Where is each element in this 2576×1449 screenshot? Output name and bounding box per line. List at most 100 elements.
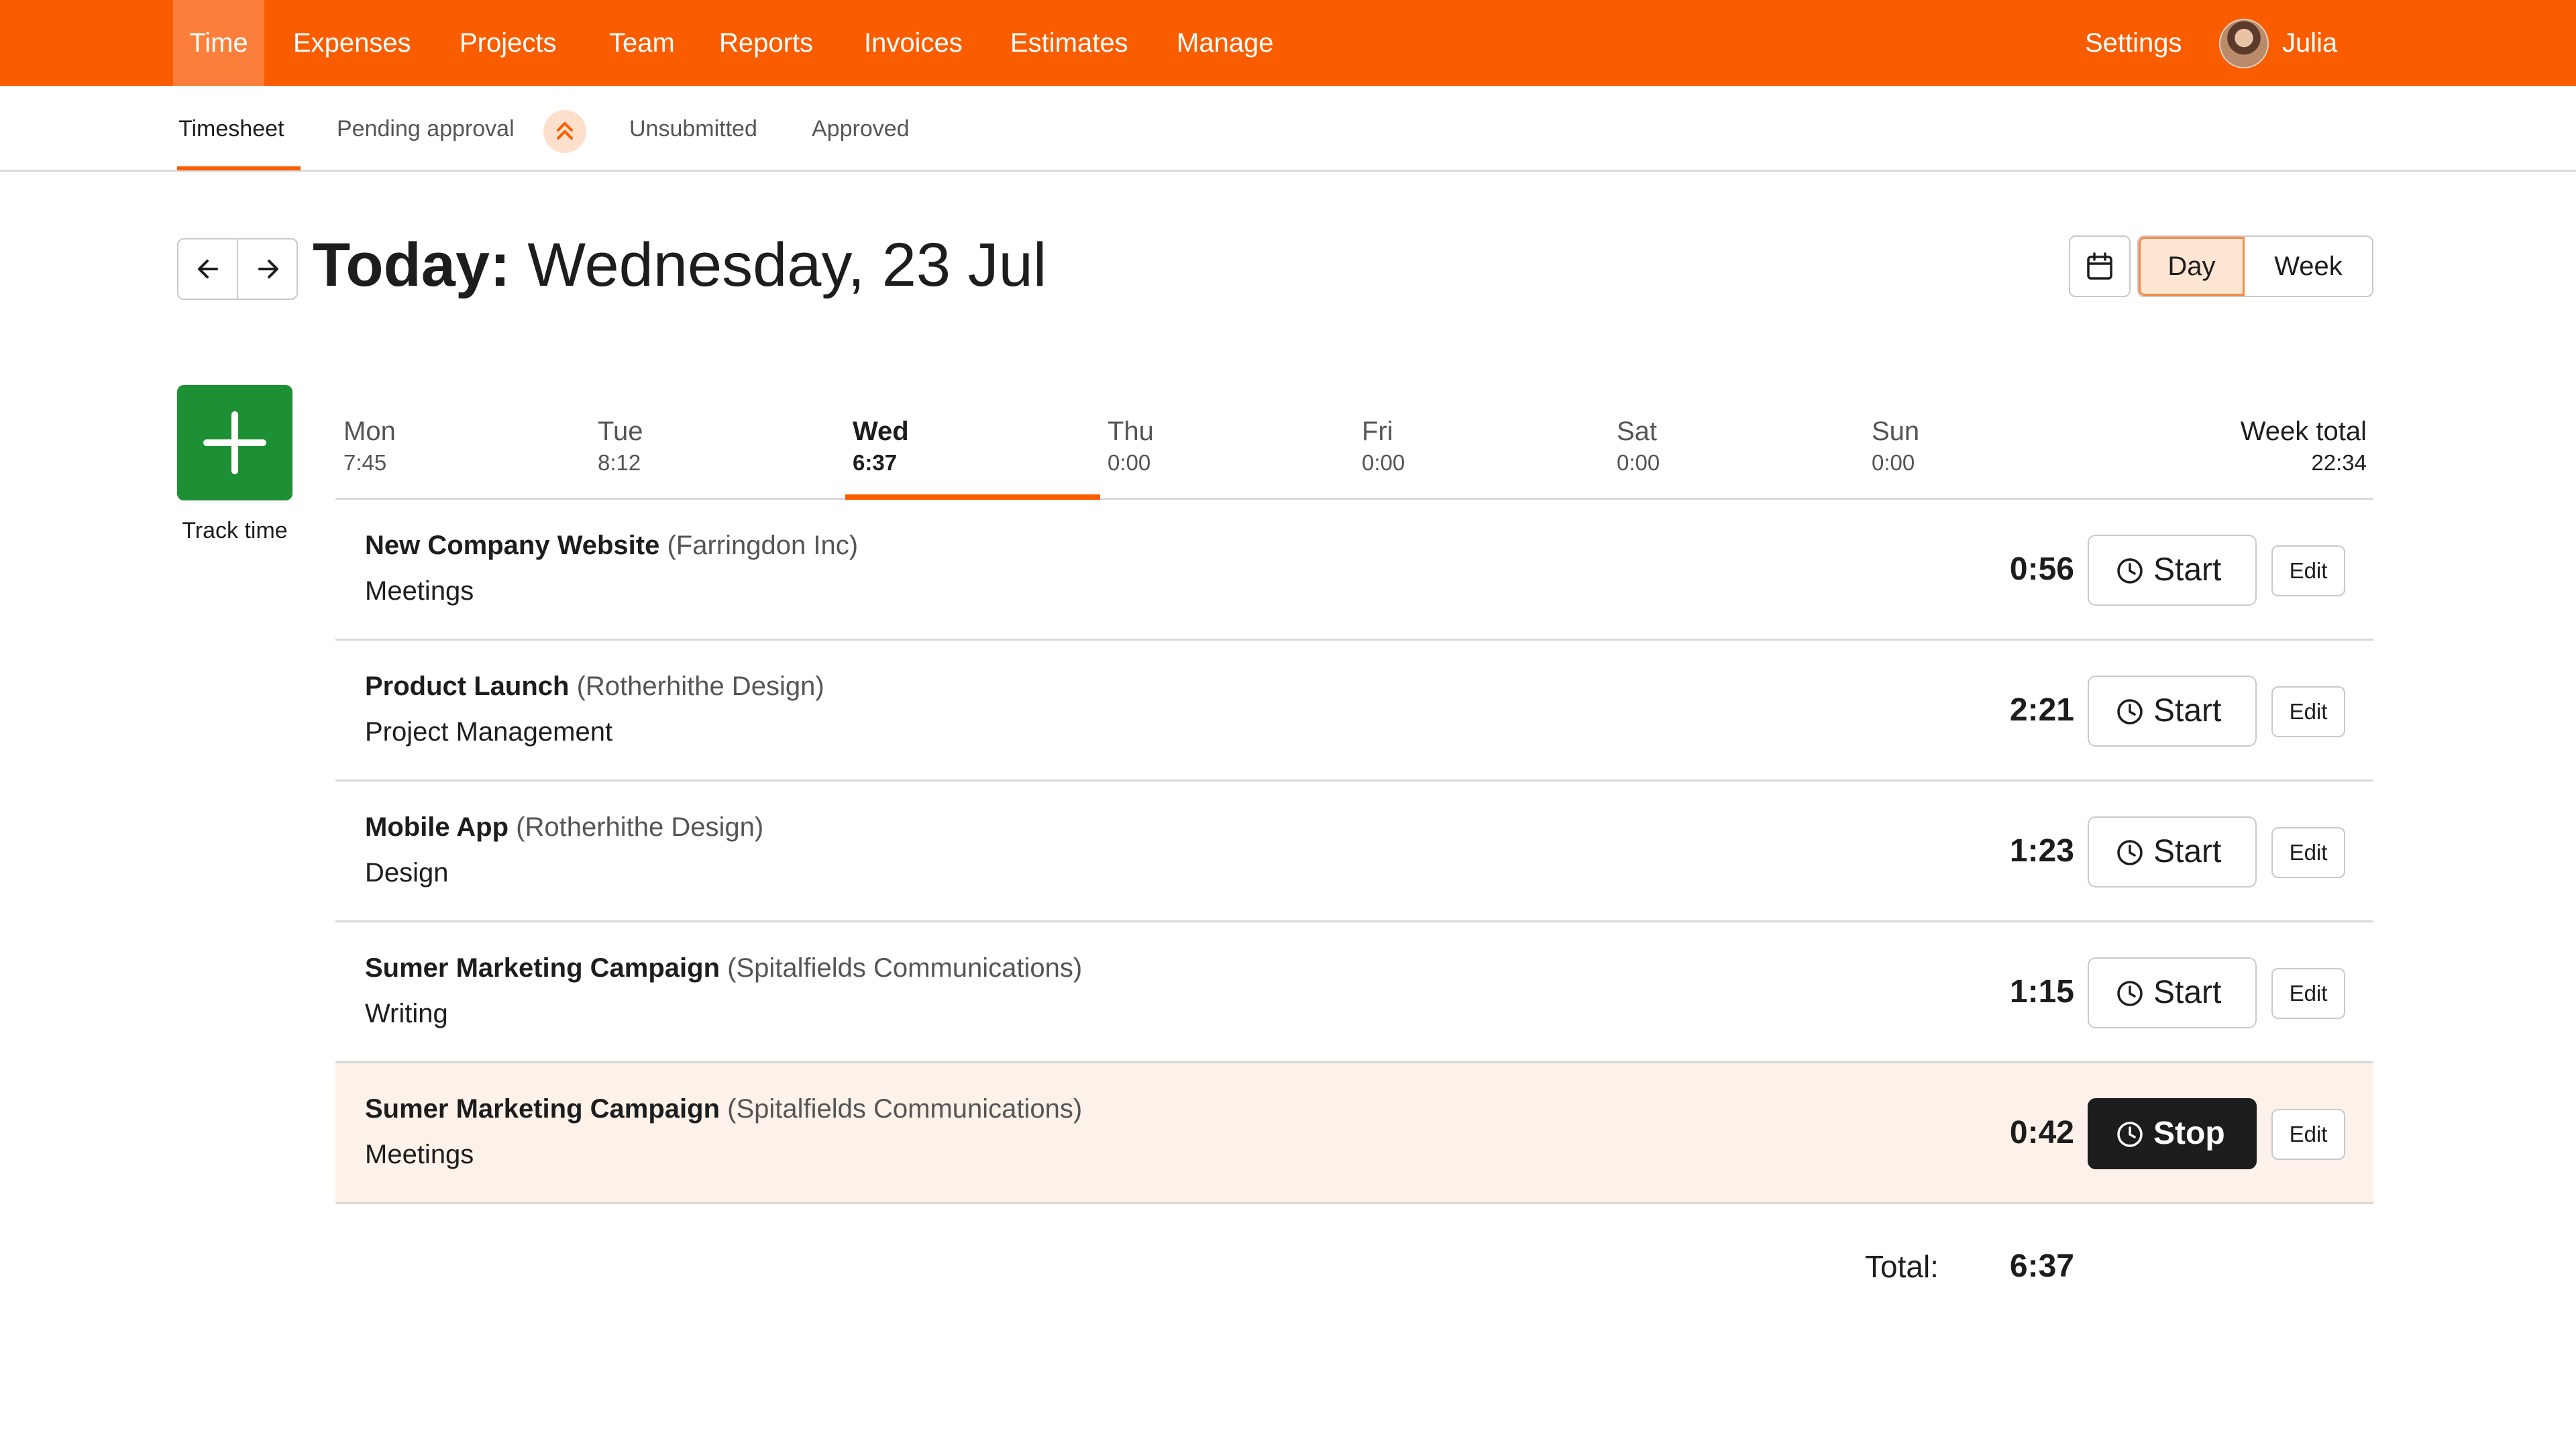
start-timer-label: Start: [2153, 834, 2222, 869]
nav-manage[interactable]: Manage: [1177, 28, 1274, 58]
edit-entry-button[interactable]: Edit: [2271, 968, 2345, 1019]
edit-entry-button[interactable]: Edit: [2271, 1109, 2345, 1160]
page-title-date: Wednesday, 23 Jul: [527, 231, 1047, 299]
entry-title: Product Launch (Rotherhithe Design): [365, 670, 824, 702]
next-day-button[interactable]: [238, 239, 298, 299]
active-tab-indicator: [177, 166, 301, 170]
entry-task: Meetings: [365, 576, 474, 606]
entry-duration: 0:42: [2009, 1115, 2074, 1150]
day-name: Tue: [598, 417, 643, 446]
nav-time[interactable]: Time: [173, 0, 264, 86]
tab-timesheet[interactable]: Timesheet: [178, 116, 284, 142]
start-timer-button[interactable]: Start: [2088, 535, 2257, 606]
top-navigation: Time Expenses Projects Team Reports Invo…: [0, 0, 2576, 86]
day-mon[interactable]: Mon 7:45: [343, 416, 396, 479]
entry-client: (Rotherhithe Design): [576, 672, 824, 701]
entry-title: New Company Website (Farringdon Inc): [365, 529, 858, 561]
entry-title: Sumer Marketing Campaign (Spitalfields C…: [365, 952, 1082, 984]
user-name[interactable]: Julia: [2282, 28, 2338, 58]
view-toggle: Day Week: [2137, 235, 2373, 297]
day-total-label: Total:: [1865, 1249, 1939, 1284]
day-total-value: 6:37: [2009, 1248, 2074, 1284]
entry-project: New Company Website: [365, 531, 660, 560]
entry-task: Writing: [365, 999, 448, 1028]
entry-project: Sumer Marketing Campaign: [365, 1094, 720, 1124]
previous-day-button[interactable]: [178, 239, 238, 299]
entry-duration: 0:56: [2009, 551, 2074, 587]
track-time-label: Track time: [182, 518, 288, 543]
day-sun[interactable]: Sun 0:00: [1872, 416, 1919, 479]
week-view-button[interactable]: Week: [2274, 252, 2343, 281]
entry-client: (Spitalfields Communications): [727, 953, 1083, 983]
day-name: Sat: [1617, 417, 1658, 446]
entry-project: Product Launch: [365, 672, 570, 701]
stop-timer-button[interactable]: Stop: [2088, 1098, 2257, 1169]
start-timer-button[interactable]: Start: [2088, 816, 2257, 888]
nav-settings[interactable]: Settings: [2085, 28, 2182, 58]
week-total-label: Week total: [2240, 417, 2367, 446]
day-hours: 6:37: [853, 450, 898, 475]
edit-entry-button[interactable]: Edit: [2271, 686, 2345, 737]
track-time-button[interactable]: [177, 385, 292, 500]
entry-title: Mobile App (Rotherhithe Design): [365, 811, 763, 843]
clock-icon: [2117, 699, 2143, 724]
start-timer-button[interactable]: Start: [2088, 957, 2257, 1028]
week-total-hours: 22:34: [2311, 450, 2367, 475]
calendar-button[interactable]: [2069, 235, 2131, 297]
edit-entry-button[interactable]: Edit: [2271, 827, 2345, 878]
time-entry: Sumer Marketing Campaign (Spitalfields C…: [335, 922, 2373, 1063]
day-view-button[interactable]: Day: [2139, 237, 2245, 296]
nav-projects[interactable]: Projects: [460, 28, 557, 58]
nav-invoices[interactable]: Invoices: [864, 28, 963, 58]
stop-timer-label: Stop: [2153, 1116, 2225, 1151]
nav-estimates[interactable]: Estimates: [1010, 28, 1128, 58]
entry-client: (Rotherhithe Design): [516, 812, 764, 842]
time-entry: New Company Website (Farringdon Inc) Mee…: [335, 500, 2373, 641]
tab-approved[interactable]: Approved: [812, 116, 910, 142]
start-timer-label: Start: [2153, 552, 2222, 588]
edit-entry-button[interactable]: Edit: [2271, 545, 2345, 596]
time-entry: Mobile App (Rotherhithe Design) Design 1…: [335, 782, 2373, 922]
plus-icon: [203, 411, 266, 474]
pending-approval-badge[interactable]: [543, 110, 586, 153]
entry-client: (Farringdon Inc): [667, 531, 859, 560]
day-thu[interactable]: Thu 0:00: [1108, 416, 1154, 479]
day-hours: 0:00: [1362, 450, 1405, 475]
entry-duration: 1:23: [2009, 833, 2074, 869]
nav-team[interactable]: Team: [609, 28, 675, 58]
start-timer-button[interactable]: Start: [2088, 676, 2257, 747]
entry-title: Sumer Marketing Campaign (Spitalfields C…: [365, 1093, 1082, 1125]
tab-pending-approval[interactable]: Pending approval: [337, 116, 515, 142]
day-fri[interactable]: Fri 0:00: [1362, 416, 1405, 479]
entry-task: Project Management: [365, 717, 613, 747]
day-name: Wed: [853, 417, 909, 446]
clock-icon: [2117, 558, 2143, 584]
arrow-left-icon: [198, 260, 218, 278]
active-day-indicator: [845, 494, 1100, 500]
day-wed[interactable]: Wed 6:37: [853, 416, 909, 479]
time-entry: Product Launch (Rotherhithe Design) Proj…: [335, 641, 2373, 782]
entry-duration: 1:15: [2009, 974, 2074, 1010]
sub-navigation: Timesheet Pending approval Unsubmitted A…: [0, 86, 2576, 172]
day-hours: 0:00: [1108, 450, 1151, 475]
entry-duration: 2:21: [2009, 692, 2074, 728]
running-time-entry: Sumer Marketing Campaign (Spitalfields C…: [335, 1063, 2373, 1204]
day-name: Sun: [1872, 417, 1920, 446]
week-strip-divider: [335, 498, 2373, 500]
day-name: Fri: [1362, 417, 1393, 446]
start-timer-label: Start: [2153, 693, 2222, 729]
entry-task: Meetings: [365, 1140, 474, 1169]
nav-expenses[interactable]: Expenses: [293, 28, 411, 58]
entry-client: (Spitalfields Communications): [727, 1094, 1083, 1124]
day-sat[interactable]: Sat 0:00: [1617, 416, 1660, 479]
double-chevron-up-icon: [557, 122, 573, 140]
week-total: Week total 22:34: [2147, 416, 2367, 479]
nav-reports[interactable]: Reports: [719, 28, 814, 58]
day-hours: 0:00: [1617, 450, 1660, 475]
avatar[interactable]: [2219, 19, 2269, 68]
day-tue[interactable]: Tue 8:12: [598, 416, 643, 479]
clock-icon: [2117, 1122, 2143, 1147]
tab-unsubmitted[interactable]: Unsubmitted: [629, 116, 757, 142]
entry-project: Mobile App: [365, 812, 509, 842]
clock-icon: [2117, 981, 2143, 1006]
